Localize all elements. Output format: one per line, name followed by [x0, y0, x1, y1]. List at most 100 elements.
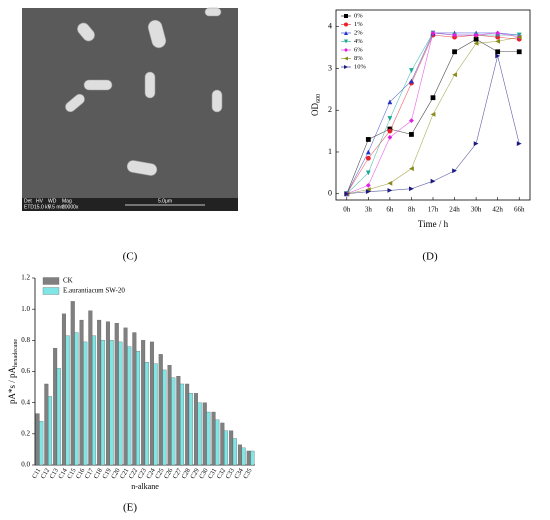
bar	[70, 301, 75, 466]
marker	[344, 31, 348, 35]
legend-label: 10%	[354, 63, 367, 70]
marker	[365, 137, 371, 142]
marker	[344, 39, 348, 44]
marker	[387, 116, 393, 121]
x-tick-label: C16	[75, 467, 87, 481]
x-tick-label: 30h	[471, 206, 482, 214]
marker	[430, 178, 436, 184]
marker	[452, 49, 457, 55]
bar	[100, 340, 105, 466]
marker	[365, 189, 371, 195]
panel-label: (E)	[123, 502, 137, 514]
sem-label: 9.5 mm	[48, 204, 65, 210]
bar	[229, 430, 234, 466]
marker	[430, 111, 436, 117]
bar	[92, 335, 97, 466]
bar	[158, 354, 163, 466]
y-axis-label: pA*s / pAhexadecane	[7, 339, 19, 404]
bar	[232, 438, 237, 466]
marker	[473, 141, 479, 147]
x-tick-label: C28	[181, 467, 192, 480]
marker	[473, 36, 479, 42]
bar	[39, 421, 44, 466]
x-tick-label: C31	[207, 467, 218, 480]
x-tick-label: C11	[31, 467, 42, 480]
bar	[220, 422, 225, 466]
marker	[344, 191, 350, 197]
y-tick-label: 0.2	[21, 429, 30, 437]
marker	[387, 128, 393, 134]
x-tick-label: C13	[49, 467, 60, 480]
bar	[97, 319, 102, 466]
bar	[88, 310, 93, 466]
y-tick-label: 1	[328, 147, 332, 156]
x-axis-label: Time / h	[418, 219, 449, 229]
x-tick-label: 66h	[514, 206, 525, 214]
x-tick-label: 8h	[408, 206, 416, 214]
bar	[141, 340, 146, 466]
x-tick-label: C29	[189, 467, 200, 480]
x-tick-label: C20	[110, 467, 121, 480]
marker	[387, 99, 393, 105]
sem-label: 15.0 kV	[34, 204, 52, 210]
marker	[409, 118, 414, 124]
bar	[224, 430, 229, 466]
bar	[215, 419, 220, 466]
legend-label: 0%	[354, 12, 363, 19]
x-tick-label: C21	[119, 467, 130, 480]
bar	[79, 319, 84, 466]
bar	[250, 450, 255, 466]
y-tick-label: 0.4	[21, 398, 30, 406]
bar	[83, 341, 88, 466]
marker	[344, 56, 348, 61]
bar	[171, 377, 176, 466]
x-tick-label: C12	[40, 467, 51, 480]
series-line	[346, 38, 520, 194]
sem-label: WD	[48, 198, 57, 204]
bar	[65, 335, 70, 466]
x-tick-label: C17	[84, 467, 96, 481]
marker	[495, 53, 501, 59]
marker	[365, 155, 371, 161]
bar	[180, 383, 185, 466]
bar	[185, 383, 190, 466]
bar	[237, 444, 242, 466]
marker	[495, 38, 501, 44]
x-tick-label: C27	[172, 467, 184, 481]
legend-label: 6%	[354, 46, 363, 53]
info-bar	[22, 198, 238, 211]
bar	[241, 447, 246, 466]
x-tick-label: C30	[198, 467, 209, 480]
marker	[365, 149, 371, 155]
marker	[365, 182, 371, 188]
marker	[409, 166, 414, 172]
bar	[127, 346, 132, 466]
x-tick-label: C25	[154, 467, 165, 480]
x-tick-label: C32	[216, 467, 227, 480]
marker	[365, 170, 371, 176]
sem-label: ETD	[24, 204, 34, 210]
sem-label: Mag	[62, 198, 72, 204]
legend-swatch	[42, 287, 60, 295]
bar	[53, 347, 58, 466]
legend-label: CK	[63, 277, 73, 285]
marker	[409, 186, 414, 192]
marker	[516, 34, 522, 40]
bar	[123, 327, 128, 466]
marker	[473, 41, 479, 46]
legend-label: E.aurantiacum SW-20	[63, 287, 125, 295]
sem-label: HV	[36, 198, 44, 204]
marker	[495, 49, 501, 55]
marker	[516, 49, 522, 55]
bar	[105, 321, 110, 466]
y-tick-label: 0.8	[21, 336, 30, 344]
marker	[387, 187, 393, 193]
x-tick-label: C26	[163, 467, 175, 481]
y-tick-label: 0.6	[21, 367, 30, 375]
y-axis-label-main: OD	[310, 103, 320, 116]
x-tick-label: C22	[128, 467, 139, 480]
legend-label: 1%	[354, 21, 363, 28]
series-line	[346, 55, 520, 195]
bar	[193, 393, 198, 466]
legend-label: 8%	[354, 55, 363, 62]
